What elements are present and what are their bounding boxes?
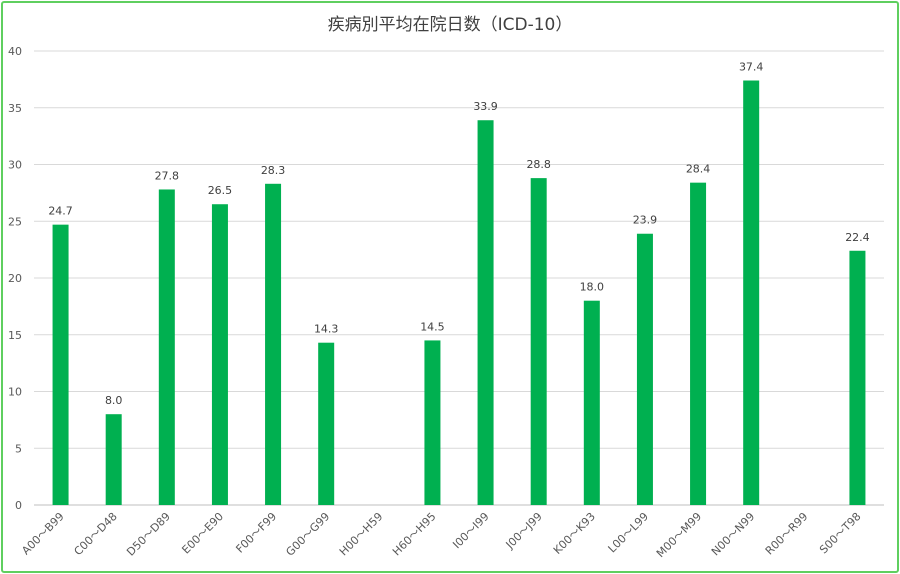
- x-tick-label: A00～B99: [19, 510, 66, 557]
- x-axis: A00～B99 C00～D48 D50～D89 E00～E90 F00～F99 G00～G…: [19, 510, 863, 560]
- bar: [583, 300, 600, 505]
- y-tick-label: 5: [15, 442, 22, 455]
- x-tick-label: H60～H95: [390, 510, 438, 558]
- data-label: 26.5: [208, 184, 233, 197]
- y-tick-label: 15: [8, 329, 22, 342]
- x-tick-label: E00～E90: [179, 510, 226, 557]
- bar: [477, 120, 494, 506]
- x-tick-label: I00～I99: [450, 510, 491, 551]
- grid-lines: [34, 50, 884, 506]
- bar: [211, 204, 228, 505]
- x-tick-label: D50～D89: [124, 510, 173, 559]
- data-label: 28.8: [526, 158, 551, 171]
- y-tick-label: 30: [8, 159, 22, 172]
- bar: [690, 182, 707, 505]
- y-tick-label: 35: [8, 102, 22, 115]
- bar: [265, 183, 282, 506]
- x-tick-label: G00～G99: [283, 510, 332, 559]
- data-label: 33.9: [473, 100, 498, 113]
- bar: [52, 224, 69, 505]
- bar: [424, 340, 441, 505]
- x-tick-label: L00～L99: [606, 510, 651, 555]
- x-tick-label: S00～T98: [817, 510, 863, 556]
- y-axis: 0 5 10 15 20 25 30 35 40: [8, 45, 22, 512]
- data-labels: 24.7 8.0 27.8 26.5 28.3 14.3 14.5 33.9 28.8 18.0 2…: [48, 61, 869, 408]
- x-tick-label: J00～J99: [503, 510, 545, 552]
- data-label: 28.4: [686, 163, 711, 176]
- bar: [105, 414, 122, 505]
- y-tick-label: 0: [15, 499, 22, 512]
- data-label: 28.3: [261, 164, 286, 177]
- x-tick-label: F00～F99: [233, 510, 279, 556]
- chart-title: 疾病別平均在院日数（ICD-10）: [327, 15, 573, 35]
- data-label: 18.0: [580, 281, 605, 294]
- data-label: 8.0: [105, 394, 123, 407]
- bar: [530, 178, 547, 505]
- data-label: 23.9: [633, 214, 658, 227]
- y-tick-label: 40: [8, 45, 22, 58]
- data-label: 37.4: [739, 61, 764, 74]
- x-tick-label: C00～D48: [72, 510, 120, 558]
- x-tick-label: H00～H59: [337, 510, 385, 558]
- bars: [52, 80, 866, 506]
- data-label: 22.4: [845, 231, 870, 244]
- data-label: 27.8: [155, 169, 180, 182]
- data-label: 14.3: [314, 323, 339, 336]
- x-tick-label: K00～K93: [551, 510, 598, 557]
- bar: [158, 189, 175, 505]
- x-tick-label: M00～M99: [654, 510, 704, 560]
- x-tick-label: R00～R99: [763, 510, 811, 558]
- bar: [849, 250, 866, 505]
- y-tick-label: 25: [8, 215, 22, 228]
- x-tick-label: N00～N99: [709, 510, 757, 558]
- bar: [743, 80, 760, 505]
- bar: [318, 342, 335, 505]
- y-tick-label: 20: [8, 272, 22, 285]
- bar: [636, 233, 653, 506]
- data-label: 24.7: [48, 205, 73, 218]
- y-tick-label: 10: [8, 386, 22, 399]
- data-label: 14.5: [420, 320, 445, 333]
